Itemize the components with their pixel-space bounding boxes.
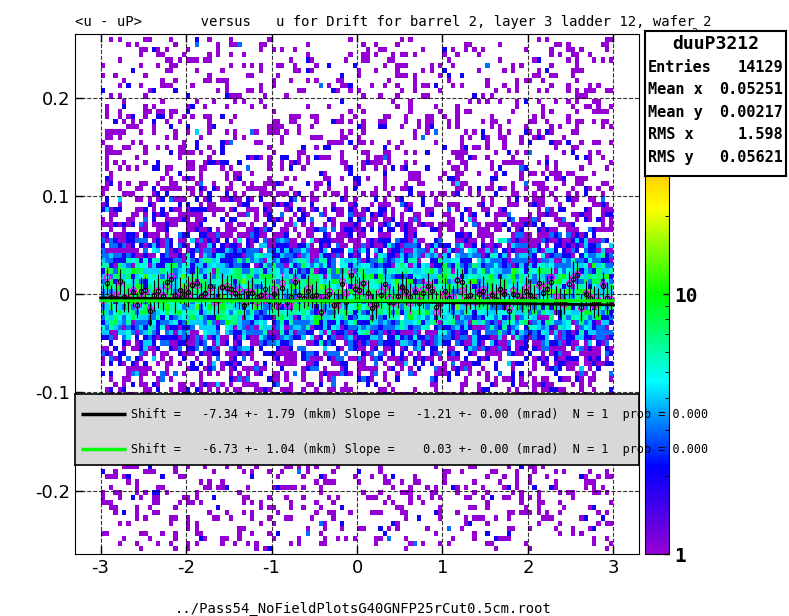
- Text: Entries: Entries: [649, 60, 712, 75]
- Text: RMS x: RMS x: [649, 127, 694, 142]
- Text: Mean x: Mean x: [649, 82, 703, 97]
- Text: duuP3212: duuP3212: [672, 35, 759, 53]
- Text: 0.05251: 0.05251: [719, 82, 783, 97]
- Text: RMS y: RMS y: [649, 150, 694, 164]
- Text: 0.00217: 0.00217: [719, 105, 783, 120]
- Text: <u - uP>       versus   u for Drift for barrel 2, layer 3 ladder 12, wafer 2: <u - uP> versus u for Drift for barrel 2…: [75, 15, 712, 28]
- Text: 1.598: 1.598: [738, 127, 783, 142]
- Text: Shift =   -6.73 +- 1.04 (mkm) Slope =    0.03 +- 0.00 (mrad)  N = 1  prob = 0.00: Shift = -6.73 +- 1.04 (mkm) Slope = 0.03…: [131, 443, 709, 456]
- Text: 14129: 14129: [738, 60, 783, 75]
- Text: 0.05621: 0.05621: [719, 150, 783, 164]
- Text: Shift =   -7.34 +- 1.79 (mkm) Slope =   -1.21 +- 0.00 (mrad)  N = 1  prob = 0.00: Shift = -7.34 +- 1.79 (mkm) Slope = -1.2…: [131, 408, 709, 421]
- Text: ../Pass54_NoFieldPlotsG40GNFP25rCut0.5cm.root: ../Pass54_NoFieldPlotsG40GNFP25rCut0.5cm…: [174, 602, 552, 616]
- Text: Mean y: Mean y: [649, 105, 703, 120]
